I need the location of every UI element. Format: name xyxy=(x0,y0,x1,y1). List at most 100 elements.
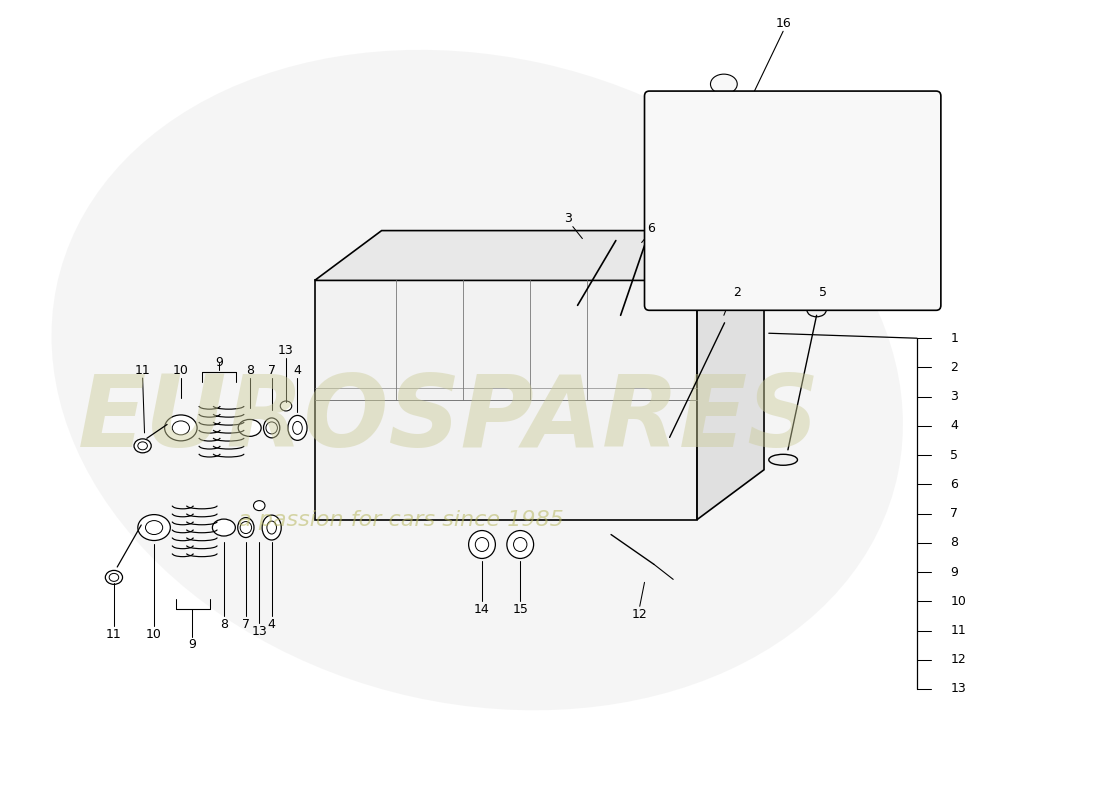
Text: 12: 12 xyxy=(631,608,648,621)
Circle shape xyxy=(912,190,932,210)
Ellipse shape xyxy=(608,316,629,329)
Ellipse shape xyxy=(769,454,798,466)
Circle shape xyxy=(654,190,673,210)
Text: 10: 10 xyxy=(950,594,966,608)
Ellipse shape xyxy=(534,330,574,360)
Text: 7: 7 xyxy=(950,507,958,520)
Ellipse shape xyxy=(564,306,587,319)
Ellipse shape xyxy=(399,330,440,360)
Ellipse shape xyxy=(134,439,151,453)
Ellipse shape xyxy=(238,518,254,538)
Text: 4: 4 xyxy=(294,364,301,377)
Text: 11: 11 xyxy=(950,624,966,637)
Polygon shape xyxy=(315,281,697,519)
Circle shape xyxy=(804,141,918,261)
Text: 10: 10 xyxy=(146,628,162,641)
Ellipse shape xyxy=(591,330,631,360)
Ellipse shape xyxy=(768,148,789,163)
Text: 15: 15 xyxy=(513,602,528,616)
Text: 13: 13 xyxy=(252,625,267,638)
Ellipse shape xyxy=(388,245,441,266)
Text: 7: 7 xyxy=(242,618,250,630)
Text: 4: 4 xyxy=(950,419,958,433)
Ellipse shape xyxy=(288,415,307,440)
Text: 13: 13 xyxy=(950,682,966,695)
Ellipse shape xyxy=(106,570,122,584)
Circle shape xyxy=(654,161,673,181)
Ellipse shape xyxy=(52,50,903,710)
Text: 11: 11 xyxy=(106,628,122,641)
Ellipse shape xyxy=(454,258,472,268)
FancyBboxPatch shape xyxy=(645,91,940,310)
Ellipse shape xyxy=(807,304,826,317)
Text: a passion for cars since 1985: a passion for cars since 1985 xyxy=(238,510,563,530)
Text: 1: 1 xyxy=(950,332,958,345)
Ellipse shape xyxy=(400,441,439,469)
Circle shape xyxy=(852,273,871,292)
Text: 5: 5 xyxy=(820,286,827,299)
Text: 3: 3 xyxy=(950,390,958,403)
Ellipse shape xyxy=(647,446,675,458)
Ellipse shape xyxy=(333,441,372,469)
Text: 9: 9 xyxy=(950,566,958,578)
Text: 6: 6 xyxy=(647,222,656,235)
Ellipse shape xyxy=(713,238,735,253)
Ellipse shape xyxy=(368,258,385,268)
Circle shape xyxy=(636,441,662,469)
Circle shape xyxy=(852,109,871,129)
Circle shape xyxy=(667,141,781,261)
Text: 9: 9 xyxy=(216,356,223,369)
Circle shape xyxy=(912,161,932,181)
Circle shape xyxy=(588,441,615,469)
Ellipse shape xyxy=(713,148,735,163)
Circle shape xyxy=(783,109,802,129)
Ellipse shape xyxy=(165,415,197,441)
Text: 16: 16 xyxy=(776,17,791,30)
Ellipse shape xyxy=(264,418,279,438)
Ellipse shape xyxy=(280,401,292,411)
Ellipse shape xyxy=(239,419,261,436)
Text: 13: 13 xyxy=(278,344,294,357)
Ellipse shape xyxy=(138,514,170,541)
Ellipse shape xyxy=(639,330,679,360)
Text: 14: 14 xyxy=(474,602,490,616)
Text: 11: 11 xyxy=(134,364,151,377)
Text: 3: 3 xyxy=(564,212,572,225)
Circle shape xyxy=(654,221,673,241)
Ellipse shape xyxy=(466,330,507,360)
Circle shape xyxy=(507,530,534,558)
Ellipse shape xyxy=(333,330,373,360)
Ellipse shape xyxy=(796,148,817,163)
Polygon shape xyxy=(315,230,764,281)
Text: 5: 5 xyxy=(950,449,958,462)
Ellipse shape xyxy=(468,441,506,469)
Ellipse shape xyxy=(768,238,789,253)
Ellipse shape xyxy=(626,258,644,268)
Text: 9: 9 xyxy=(188,638,196,650)
Ellipse shape xyxy=(851,148,872,163)
Ellipse shape xyxy=(212,519,235,536)
Text: 8: 8 xyxy=(950,536,958,550)
Polygon shape xyxy=(697,230,764,519)
Ellipse shape xyxy=(550,258,568,268)
Ellipse shape xyxy=(715,316,733,328)
Text: 12: 12 xyxy=(950,654,966,666)
Ellipse shape xyxy=(253,501,265,510)
Text: 10: 10 xyxy=(173,364,189,377)
Circle shape xyxy=(714,273,734,292)
Ellipse shape xyxy=(535,441,573,469)
Ellipse shape xyxy=(851,238,872,253)
Text: 2: 2 xyxy=(950,361,958,374)
Circle shape xyxy=(714,109,734,129)
Ellipse shape xyxy=(571,245,623,266)
Circle shape xyxy=(912,221,932,241)
Text: 8: 8 xyxy=(245,364,254,377)
Ellipse shape xyxy=(484,245,537,266)
Text: EUROSPARES: EUROSPARES xyxy=(77,371,820,469)
Ellipse shape xyxy=(711,74,737,94)
Text: 6: 6 xyxy=(950,478,958,491)
Circle shape xyxy=(469,530,495,558)
Text: 7: 7 xyxy=(267,364,276,377)
Text: 8: 8 xyxy=(220,618,228,630)
Circle shape xyxy=(783,273,802,292)
